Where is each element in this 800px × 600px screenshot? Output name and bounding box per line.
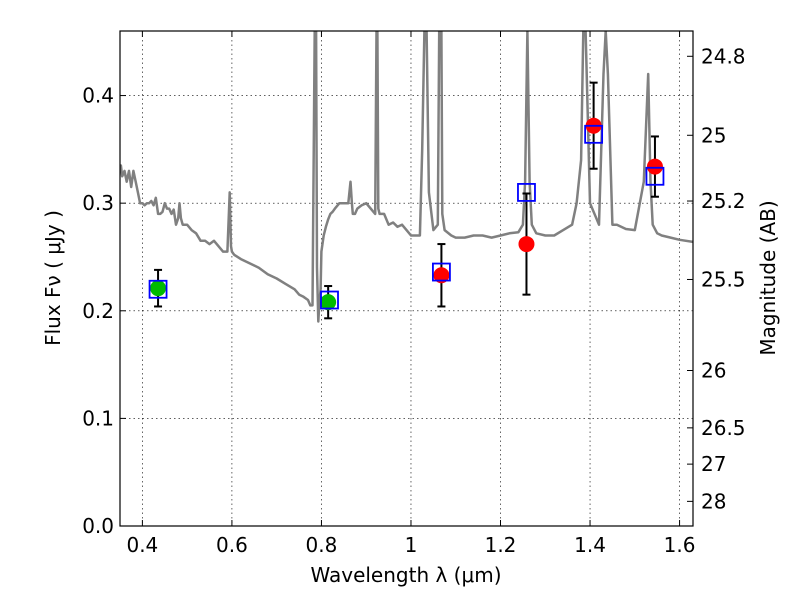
y-tick-label: 0.4: [82, 84, 114, 108]
right-tick-label: 27: [701, 452, 726, 476]
model-box-marker: [517, 183, 536, 202]
x-tick-label: 1: [405, 533, 418, 557]
plot-frame: [119, 30, 694, 527]
x-tick-label: 1.2: [485, 533, 517, 557]
y-axis-label: Flux Fν ( μJy ): [41, 210, 65, 346]
right-axis-label: Magnitude (AB): [756, 200, 780, 355]
right-tick-label: 25.5: [701, 267, 746, 291]
red-data-point: [433, 267, 450, 284]
y-tick-label: 0.2: [82, 299, 114, 323]
green-data-point: [150, 280, 167, 297]
spectrum-layer: [120, 31, 693, 323]
y-tick-label: 0.3: [82, 191, 114, 215]
x-axis-label: Wavelength λ (μm): [310, 563, 501, 587]
y-tick-label: 0.1: [82, 406, 114, 430]
right-tick-label: 26: [701, 359, 726, 383]
red-data-point: [646, 158, 663, 175]
x-tick-label: 1.4: [574, 533, 606, 557]
model-box-marker: [432, 262, 451, 282]
x-tick-label: 1.6: [664, 533, 696, 557]
model-box-marker: [645, 166, 665, 186]
model-box-marker: [584, 124, 604, 144]
right-tick-label: 25.2: [701, 189, 746, 213]
red-data-point: [518, 236, 535, 253]
x-tick-label: 0.8: [306, 533, 338, 557]
points-layer: [150, 117, 663, 311]
right-tick-label: 28: [701, 489, 726, 513]
model-box-marker: [320, 290, 339, 310]
x-tick-label: 0.6: [216, 533, 248, 557]
right-tick-label: 24.8: [701, 44, 746, 68]
y-tick-label: 0.0: [82, 514, 114, 538]
right-tick-label: 25: [701, 123, 726, 147]
ticks-layer: 0.4 0.6 0.8 1 1.2 1.4 1.6 0.0 0.1 0.2 0.3 0.4 24.8 25…: [82, 31, 746, 557]
grid-lines: [120, 31, 693, 527]
x-tick-label: 0.4: [126, 533, 158, 557]
green-data-point: [320, 294, 337, 311]
spectrum-line: [120, 31, 693, 323]
model-boxes-layer: [148, 124, 665, 310]
right-tick-label: 26.5: [701, 416, 746, 440]
model-box-marker: [148, 279, 168, 299]
